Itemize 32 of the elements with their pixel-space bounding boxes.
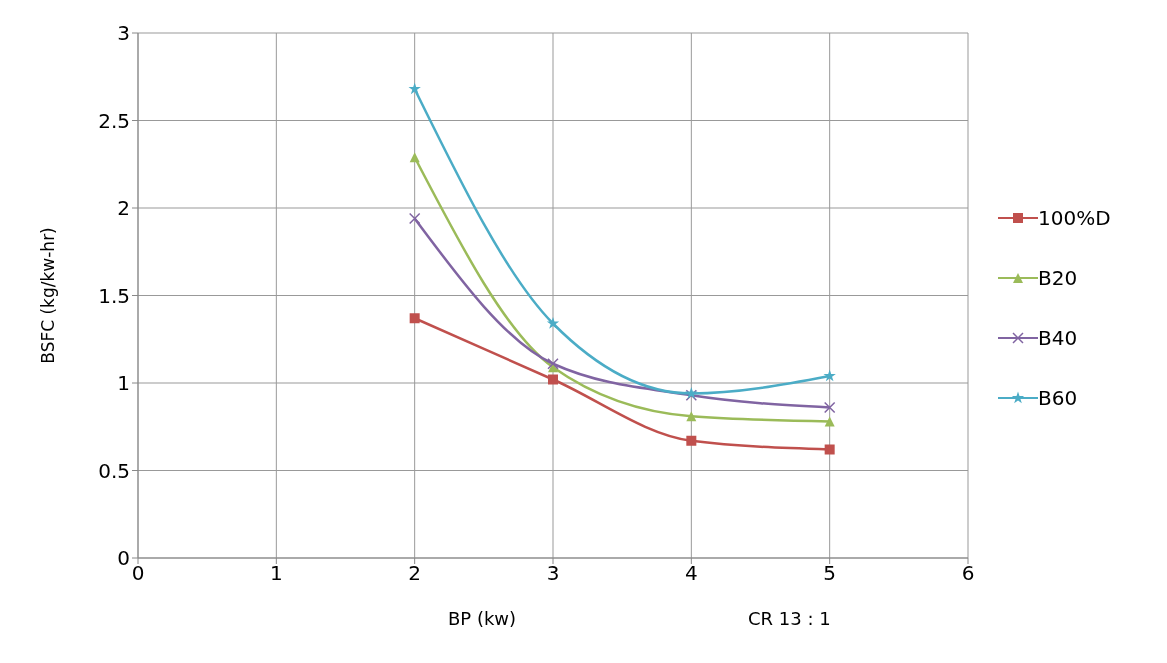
x-tick-label: 2 bbox=[408, 561, 422, 586]
point bbox=[547, 358, 559, 370]
x-tick-label: 4 bbox=[684, 561, 698, 586]
x-tick-label: 5 bbox=[823, 561, 837, 586]
point bbox=[546, 317, 560, 329]
legend-label: B20 bbox=[1038, 266, 1078, 290]
point bbox=[409, 313, 420, 324]
legend-label: B40 bbox=[1038, 326, 1078, 350]
legend-label: B60 bbox=[1038, 386, 1078, 410]
text: CR 13 : 1 bbox=[748, 608, 831, 629]
y-tick-label: 2.5 bbox=[98, 108, 130, 133]
y-tick-label: 3 bbox=[117, 21, 130, 46]
y-tick-label: 2 bbox=[117, 196, 130, 221]
point bbox=[686, 435, 697, 446]
point bbox=[408, 82, 421, 95]
x-tick-label: 6 bbox=[961, 561, 975, 586]
y-tick-label: 1 bbox=[117, 371, 130, 396]
x-axis-title: BP (kw) bbox=[448, 608, 517, 629]
x-tick-label: 1 bbox=[269, 561, 283, 586]
y-axis-title: BSFC (kg/kw-hr) bbox=[38, 227, 59, 364]
y-tick-label: 0.5 bbox=[98, 458, 130, 483]
point bbox=[686, 411, 697, 422]
point bbox=[824, 416, 835, 427]
point bbox=[823, 401, 836, 414]
point bbox=[823, 369, 836, 382]
legend-label: 100%D bbox=[1038, 206, 1111, 230]
point bbox=[548, 374, 558, 385]
point bbox=[408, 212, 421, 225]
point bbox=[824, 444, 835, 455]
point bbox=[409, 152, 420, 163]
y-tick-label: 1.5 bbox=[98, 283, 130, 308]
x-tick-label: 3 bbox=[546, 561, 560, 586]
